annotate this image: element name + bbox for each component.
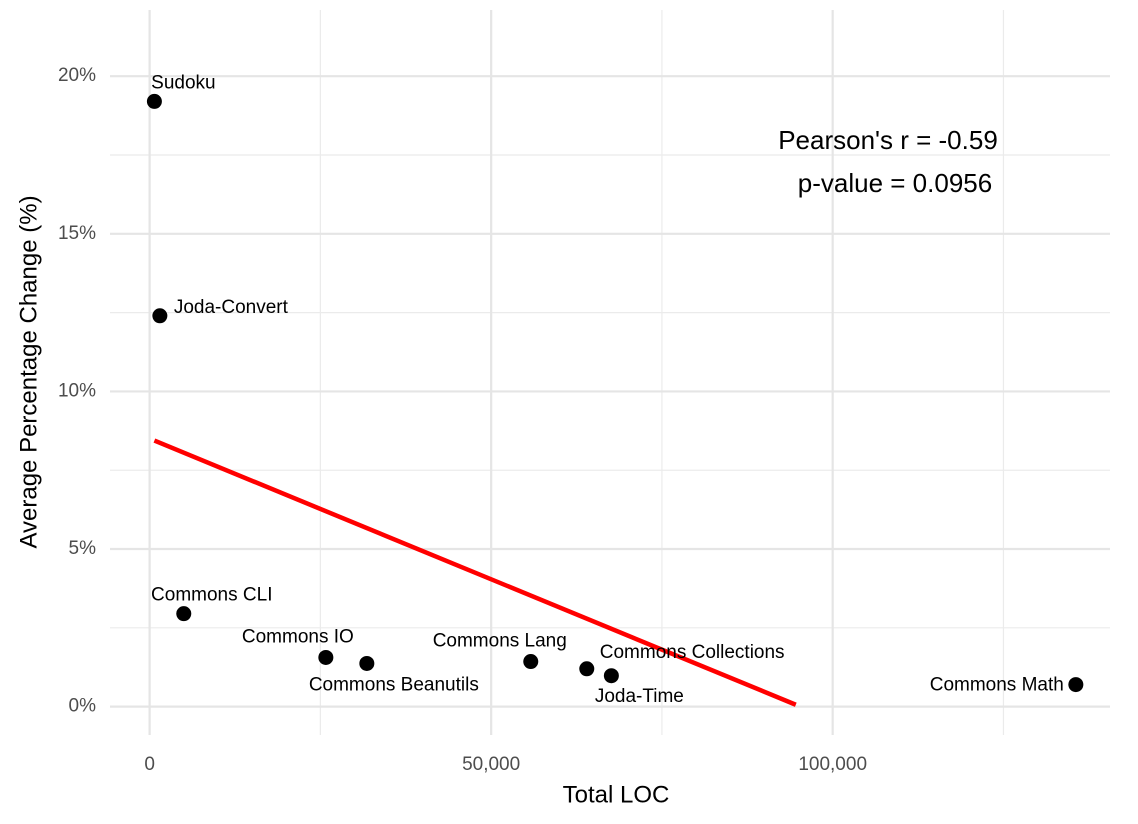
annotation: p-value = 0.0956 (798, 168, 992, 198)
point (359, 655, 375, 671)
x-axis-title: Total LOC (563, 781, 670, 808)
point-label: Commons Lang (433, 631, 567, 652)
point (579, 661, 595, 677)
point (318, 649, 334, 665)
y-tick-label: 10% (58, 380, 96, 401)
point-label: Joda-Convert (174, 297, 289, 318)
x-tick-label: 0 (144, 754, 155, 775)
y-tick-label: 20% (58, 65, 96, 86)
point-label: Commons Collections (600, 642, 785, 663)
point-label: Sudoku (151, 72, 215, 93)
point (1068, 677, 1084, 693)
y-axis-title: Average Percentage Change (%) (15, 195, 42, 548)
point-label: Commons IO (242, 626, 354, 647)
point-label: Commons Math (930, 675, 1064, 696)
point (146, 93, 162, 109)
trend-line (153, 438, 797, 707)
annotation: Pearson's r = -0.59 (778, 125, 998, 155)
x-tick-label: 100,000 (798, 754, 867, 775)
y-tick-label: 5% (69, 538, 97, 559)
point (176, 606, 192, 622)
point-label: Commons Beanutils (309, 674, 479, 695)
point (152, 308, 168, 324)
point-label: Commons CLI (151, 585, 272, 606)
x-tick-label: 50,000 (462, 754, 520, 775)
y-tick-label: 15% (58, 223, 96, 244)
y-tick-label: 0% (69, 696, 97, 717)
point (523, 654, 539, 670)
point (603, 668, 619, 684)
point-label: Joda-Time (595, 686, 684, 707)
